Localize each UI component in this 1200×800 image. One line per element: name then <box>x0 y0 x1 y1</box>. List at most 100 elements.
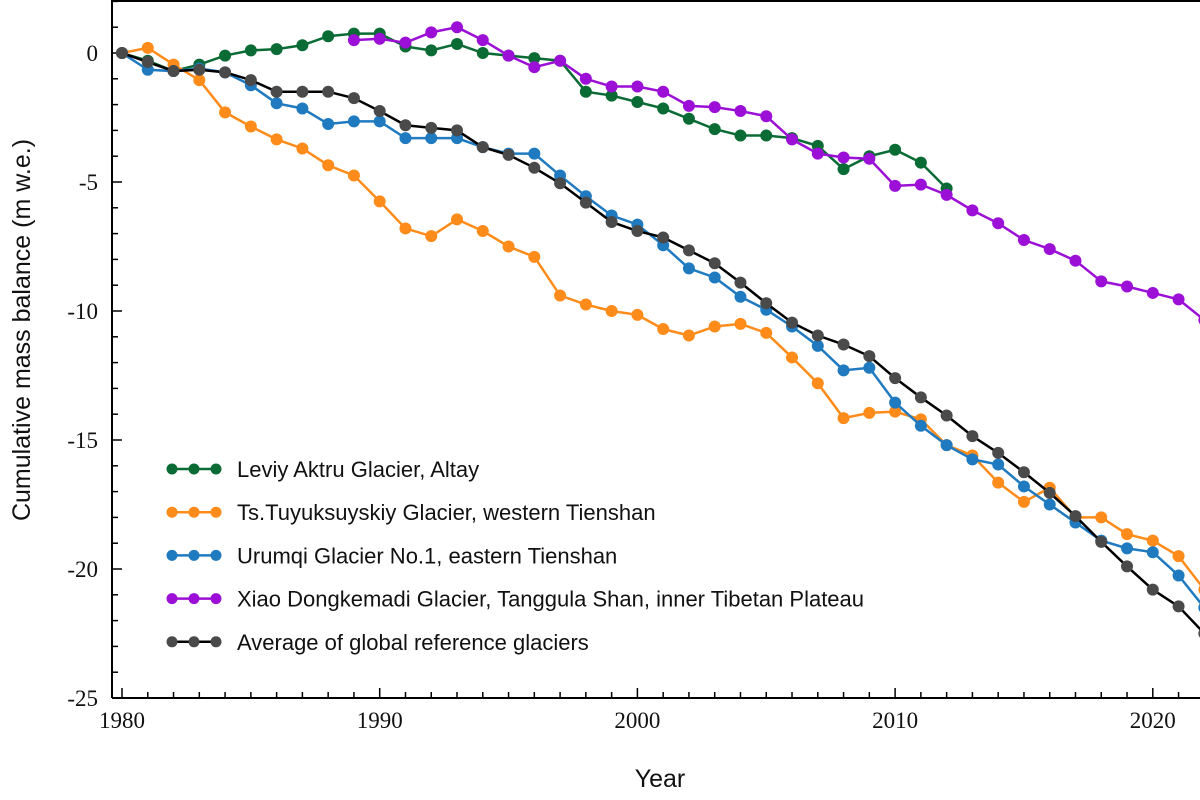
data-point <box>373 32 386 45</box>
data-point <box>528 250 541 263</box>
data-point <box>1172 569 1185 582</box>
data-point <box>811 377 824 390</box>
data-point <box>605 215 618 228</box>
series-5 <box>116 47 1200 638</box>
data-point <box>1069 510 1082 523</box>
legend-entry: Urumqi Glacier No.1, eastern Tienshan <box>166 543 617 568</box>
data-point <box>399 222 412 235</box>
data-point <box>708 320 721 333</box>
legend-label: Average of global reference glaciers <box>237 630 589 655</box>
data-point <box>1146 286 1159 299</box>
data-point <box>992 458 1005 471</box>
data-point <box>373 195 386 208</box>
data-point <box>811 147 824 160</box>
legend-marker <box>166 463 178 475</box>
x-tick-label: 2000 <box>614 708 660 733</box>
data-point <box>399 132 412 145</box>
data-point <box>1043 498 1056 511</box>
data-point <box>863 152 876 165</box>
x-tick-label: 1990 <box>357 708 403 733</box>
data-point <box>502 240 515 253</box>
data-point <box>631 308 644 321</box>
data-point <box>1043 486 1056 499</box>
data-point <box>708 257 721 270</box>
data-point <box>270 133 283 146</box>
data-point <box>1146 534 1159 547</box>
data-point <box>657 85 670 98</box>
data-point <box>682 112 695 125</box>
data-point <box>270 85 283 98</box>
data-point <box>373 115 386 128</box>
x-tick-label: 1980 <box>99 708 145 733</box>
data-point <box>399 119 412 132</box>
data-point <box>451 213 464 226</box>
data-point <box>760 129 773 142</box>
data-point <box>579 196 592 209</box>
x-tick-label: 2020 <box>1130 708 1176 733</box>
data-point <box>528 147 541 160</box>
data-point <box>1121 542 1134 555</box>
legend-entry: Leviy Aktru Glacier, Altay <box>166 457 479 482</box>
legend-label: Xiao Dongkemadi Glacier, Tanggula Shan, … <box>237 587 864 612</box>
data-point <box>167 65 180 78</box>
data-point <box>657 231 670 244</box>
data-point <box>734 317 747 330</box>
x-axis-label: Year <box>635 765 686 793</box>
data-point <box>889 179 902 192</box>
data-point <box>708 101 721 114</box>
data-point <box>528 52 541 65</box>
data-point <box>734 105 747 118</box>
data-point <box>554 54 567 67</box>
data-point <box>322 159 335 172</box>
data-point <box>1121 560 1134 573</box>
data-point <box>837 338 850 351</box>
data-point <box>554 177 567 190</box>
data-point <box>1017 480 1030 493</box>
data-point <box>760 110 773 123</box>
data-point <box>219 49 232 62</box>
data-point <box>811 339 824 352</box>
data-point <box>1121 280 1134 293</box>
data-point <box>682 99 695 112</box>
series-group <box>116 21 1200 638</box>
data-point <box>579 72 592 85</box>
legend-marker <box>188 463 200 475</box>
data-point <box>1069 254 1082 267</box>
legend: Leviy Aktru Glacier, Altay Ts.Tuyuksuyski… <box>166 457 864 655</box>
data-point <box>399 36 412 49</box>
data-point <box>528 161 541 174</box>
data-point <box>863 350 876 363</box>
data-point <box>219 66 232 79</box>
data-point <box>1172 293 1185 306</box>
series-2 <box>116 41 1200 594</box>
legend-marker <box>210 593 222 605</box>
data-point <box>1043 243 1056 256</box>
data-point <box>786 351 799 364</box>
legend-entry: Xiao Dongkemadi Glacier, Tanggula Shan, … <box>166 587 864 612</box>
y-tick-label: -10 <box>67 299 98 324</box>
data-point <box>657 102 670 115</box>
legend-marker <box>210 506 222 518</box>
data-point <box>966 430 979 443</box>
legend-marker <box>166 506 178 518</box>
y-tick-label: 0 <box>87 41 99 66</box>
data-point <box>347 169 360 182</box>
x-tick-label: 2010 <box>872 708 918 733</box>
legend-marker <box>188 506 200 518</box>
data-point <box>605 89 618 102</box>
data-point <box>373 105 386 118</box>
data-point <box>1172 600 1185 613</box>
data-point <box>760 297 773 310</box>
data-point <box>889 372 902 385</box>
data-point <box>914 156 927 169</box>
data-point <box>914 419 927 432</box>
legend-marker <box>188 593 200 605</box>
data-point <box>219 106 232 119</box>
data-point <box>1017 466 1030 479</box>
data-point <box>296 142 309 155</box>
data-point <box>1017 234 1030 247</box>
series-line <box>353 25 1200 319</box>
legend-marker <box>166 636 178 648</box>
legend-label: Leviy Aktru Glacier, Altay <box>237 457 479 482</box>
data-point <box>528 61 541 74</box>
